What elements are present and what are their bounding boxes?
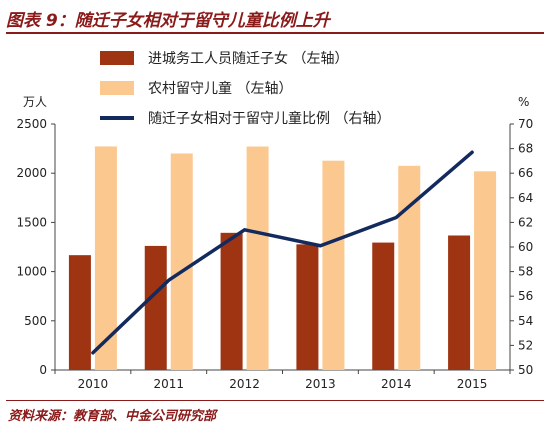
ratio-point xyxy=(394,215,398,219)
right-tick-label: 54 xyxy=(518,314,533,328)
ratio-line-group xyxy=(91,150,474,355)
bars xyxy=(68,146,497,370)
left-behind-children-bar xyxy=(474,171,497,370)
migrant-children-bar xyxy=(372,242,395,370)
right-tick-label: 50 xyxy=(518,363,533,377)
right-tick-label: 64 xyxy=(518,191,533,205)
migrant-children-bar xyxy=(296,244,319,370)
right-tick-label: 56 xyxy=(518,289,533,303)
source-note: 资料来源：教育部、中金公司研究部 xyxy=(8,409,217,424)
right-tick-label: 58 xyxy=(518,265,533,279)
legend-label: 进城务工人员随迁子女 （左轴） xyxy=(148,50,348,67)
right-axis-unit: % xyxy=(518,95,529,109)
axes: 0 500 1000 1500 2000 2500 50 52 54 56 58 60 62 64 66 68… xyxy=(16,95,533,391)
left-tick-label: 2500 xyxy=(16,117,47,131)
ratio-point xyxy=(243,228,247,232)
x-tick-label: 2011 xyxy=(153,377,184,391)
legend-label: 随迁子女相对于留守儿童比例 （右轴） xyxy=(148,110,390,127)
right-tick-label: 66 xyxy=(518,166,533,180)
left-behind-children-bar xyxy=(322,160,345,370)
right-tick-label: 70 xyxy=(518,117,533,131)
ratio-point xyxy=(318,244,322,248)
migrant-children-bar xyxy=(220,232,243,370)
right-tick-label: 62 xyxy=(518,215,533,229)
x-tick-label: 2014 xyxy=(381,377,412,391)
migrant-children-bar xyxy=(144,245,167,370)
source-divider xyxy=(6,400,544,401)
legend-swatch-left-behind xyxy=(100,81,134,95)
ratio-point xyxy=(91,351,95,355)
title-bar: 图表 9：随迁子女相对于留守儿童比例上升 xyxy=(6,2,544,34)
ratio-point xyxy=(167,278,171,282)
x-tick-label: 2013 xyxy=(305,377,336,391)
left-tick-label: 500 xyxy=(24,314,47,328)
legend-swatch-migrant xyxy=(100,51,134,65)
chart: 0 500 1000 1500 2000 2500 50 52 54 56 58 60 62 64 66 68… xyxy=(16,50,533,391)
x-tick-label: 2010 xyxy=(78,377,109,391)
legend: 进城务工人员随迁子女 （左轴） 农村留守儿童 （左轴） 随迁子女相对于留守儿童比例 … xyxy=(100,50,390,127)
left-behind-children-bar xyxy=(398,165,421,370)
chart-title: 图表 9：随迁子女相对于留守儿童比例上升 xyxy=(6,11,330,31)
left-tick-label: 2000 xyxy=(16,166,47,180)
migrant-children-bar xyxy=(68,255,91,370)
left-tick-label: 1000 xyxy=(16,265,47,279)
left-behind-children-bar xyxy=(170,153,193,370)
right-tick-label: 68 xyxy=(518,142,533,156)
ratio-line xyxy=(91,150,474,355)
ratio-point xyxy=(470,150,474,154)
x-tick-label: 2012 xyxy=(229,377,260,391)
right-tick-label: 60 xyxy=(518,240,533,254)
left-behind-children-bar xyxy=(246,146,269,370)
left-tick-label: 0 xyxy=(39,363,47,377)
migrant-children-bar xyxy=(448,235,471,370)
right-tick-label: 52 xyxy=(518,338,533,352)
legend-label: 农村留守儿童 （左轴） xyxy=(148,80,292,97)
left-axis-unit: 万人 xyxy=(23,95,47,109)
left-tick-label: 1500 xyxy=(16,215,47,229)
left-behind-children-bar xyxy=(94,146,117,370)
x-tick-label: 2015 xyxy=(457,377,488,391)
